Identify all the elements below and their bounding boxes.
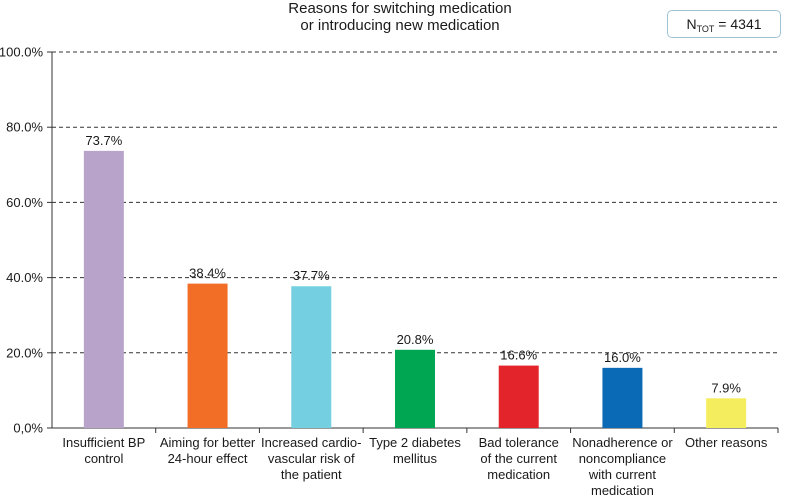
bar-value-label-3: 37.7% bbox=[293, 268, 330, 283]
sample-size-value: = 4341 bbox=[714, 16, 762, 32]
category-label-5-line-3: medication bbox=[487, 467, 551, 482]
bar-6 bbox=[602, 367, 643, 428]
sample-size-subscript: TOT bbox=[696, 24, 715, 34]
category-label-4: Type 2 diabetes mellitus bbox=[352, 435, 478, 467]
bar-value-label-1: 73.7% bbox=[85, 133, 122, 148]
category-label-3: Increased cardio-vascular risk of the pat… bbox=[248, 435, 374, 483]
bar-2 bbox=[187, 283, 228, 428]
bar-3 bbox=[291, 286, 332, 428]
category-label-7-line-1: Other reasons bbox=[684, 435, 768, 450]
bar-1 bbox=[83, 150, 124, 428]
bar-value-label-5: 16.6% bbox=[500, 348, 537, 363]
category-label-6-line-3: with current bbox=[588, 467, 657, 482]
y-tick-label-60: 60.0% bbox=[6, 195, 43, 210]
category-label-3-line-2: vascular risk of bbox=[267, 451, 355, 466]
category-label-6-line-2: noncompliance bbox=[578, 451, 667, 466]
sample-size-box: NTOT = 4341 bbox=[667, 10, 781, 38]
y-tick-label-80: 80.0% bbox=[6, 120, 43, 135]
category-label-1-line-1: Insufficient BP bbox=[62, 435, 146, 450]
chart-title-line-2: or introducing new medication bbox=[300, 17, 500, 34]
bar-5 bbox=[498, 365, 539, 428]
bar-4 bbox=[395, 349, 435, 428]
y-tick-label-20: 20.0% bbox=[6, 345, 43, 360]
category-label-6-line-1: Nonadherence or bbox=[572, 435, 673, 450]
category-label-4-line-1: Type 2 diabetes bbox=[369, 435, 461, 450]
category-label-2: Aiming for better 24-hour effect bbox=[145, 435, 271, 467]
category-label-4-line-2: mellitus bbox=[392, 451, 438, 466]
bar-value-label-7: 7.9% bbox=[711, 380, 741, 395]
category-label-5-line-1: Bad tolerance bbox=[478, 435, 559, 450]
bar-value-label-6: 16.0% bbox=[604, 350, 641, 365]
category-label-6-line-4: medication bbox=[590, 483, 654, 498]
y-tick-label-100: 100.0% bbox=[0, 45, 43, 60]
category-label-1-line-2: control bbox=[84, 451, 124, 466]
y-tick-label-0: 0,0% bbox=[13, 421, 43, 436]
category-label-3-line-3: the patient bbox=[280, 467, 342, 482]
bar-7 bbox=[706, 398, 747, 428]
category-label-1: Insufficient BP control bbox=[41, 435, 167, 467]
category-label-2-line-1: Aiming for better bbox=[159, 435, 256, 450]
bar-value-label-4: 20.8% bbox=[397, 332, 434, 347]
category-label-2-line-2: 24-hour effect bbox=[167, 451, 248, 466]
category-label-3-line-1: Increased cardio- bbox=[261, 435, 362, 450]
category-label-5-line-2: of the current bbox=[480, 451, 557, 466]
category-label-7: Other reasons bbox=[663, 435, 789, 451]
bar-value-label-2: 38.4% bbox=[189, 266, 226, 281]
category-label-6: Nonadherence or noncompliance with current… bbox=[559, 435, 685, 499]
chart-title-line-1: Reasons for switching medication bbox=[288, 0, 512, 17]
sample-size-prefix: N bbox=[686, 16, 697, 32]
category-label-5: Bad tolerance of the current medication bbox=[456, 435, 582, 483]
y-tick-label-40: 40.0% bbox=[6, 270, 43, 285]
